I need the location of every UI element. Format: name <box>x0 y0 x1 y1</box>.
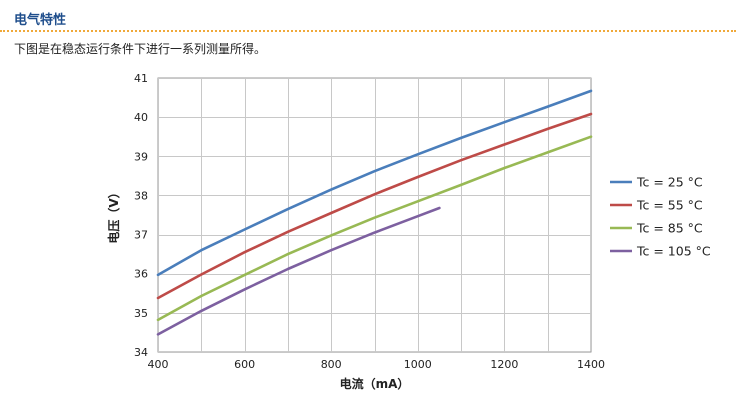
series-line <box>156 206 441 336</box>
chart-axis-ticks: 400 600 800 1000 1200 1400 34 35 36 37 38 39 40 41 <box>134 72 605 371</box>
legend-label: Tc = 55 °C <box>636 198 703 213</box>
x-tick-label: 1400 <box>577 358 605 371</box>
series-line <box>156 135 593 322</box>
legend-label: Tc = 25 °C <box>636 175 703 190</box>
y-tick-label: 39 <box>134 150 148 163</box>
legend-label: Tc = 85 °C <box>636 221 703 236</box>
section-header: 电气特性 <box>0 0 736 36</box>
y-tick-label: 41 <box>134 72 148 85</box>
y-tick-label: 35 <box>134 307 148 320</box>
y-tick-label: 36 <box>134 268 148 281</box>
y-axis-title: 电压（V） <box>106 186 121 243</box>
y-tick-label: 38 <box>134 189 148 202</box>
x-tick-label: 400 <box>148 358 169 371</box>
x-tick-label: 1000 <box>404 358 432 371</box>
section-title: 电气特性 <box>14 13 67 28</box>
series-line <box>156 112 593 300</box>
legend-label: Tc = 105 °C <box>636 244 711 259</box>
x-axis-title: 电流（mA） <box>340 376 410 391</box>
y-tick-label: 37 <box>134 229 148 242</box>
plot-area <box>157 77 592 353</box>
y-tick-label: 34 <box>134 346 148 359</box>
chart-legend: Tc = 25 °C Tc = 55 °C Tc = 85 °C Tc = 105 °… <box>610 175 711 259</box>
x-tick-label: 600 <box>234 358 255 371</box>
x-tick-label: 1200 <box>490 358 518 371</box>
series-line <box>156 89 593 277</box>
section-intro-text: 下图是在稳态运行条件下进行一系列测量所得。 <box>14 42 267 56</box>
x-tick-label: 800 <box>321 358 342 371</box>
section-divider <box>0 30 736 32</box>
y-tick-label: 40 <box>134 111 148 124</box>
chart-series-lines <box>156 89 593 336</box>
